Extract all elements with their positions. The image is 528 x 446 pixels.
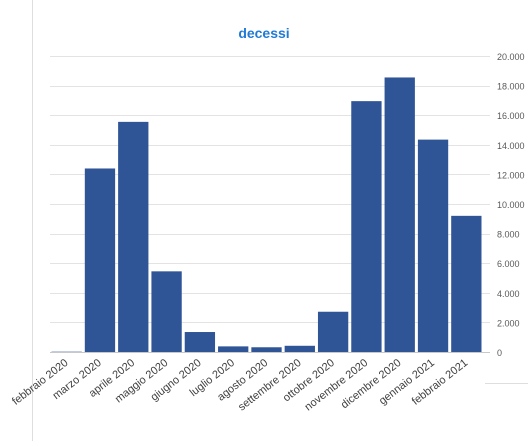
- y-tick-label: 20.000: [497, 52, 525, 62]
- chart-title: decessi: [238, 25, 289, 41]
- bar: [451, 216, 481, 352]
- bar: [351, 101, 381, 352]
- bar: [251, 347, 281, 352]
- bar: [151, 271, 181, 352]
- y-tick-label: 14.000: [497, 141, 525, 151]
- y-tick-label: 4.000: [497, 289, 520, 299]
- bar: [285, 346, 315, 352]
- bar: [318, 312, 348, 352]
- bar: [418, 140, 448, 352]
- y-tick-label: 16.000: [497, 111, 525, 121]
- y-tick-label: 2.000: [497, 318, 520, 328]
- y-tick-label: 10.000: [497, 200, 525, 210]
- y-tick-label: 18.000: [497, 82, 525, 92]
- bar: [385, 77, 415, 352]
- bar: [85, 168, 115, 352]
- bar: [118, 122, 148, 352]
- y-tick-label: 8.000: [497, 230, 520, 240]
- bar: [185, 332, 215, 352]
- bar: [218, 346, 248, 352]
- y-tick-label: 0: [497, 348, 502, 358]
- y-tick-label: 6.000: [497, 259, 520, 269]
- y-tick-label: 12.000: [497, 170, 525, 180]
